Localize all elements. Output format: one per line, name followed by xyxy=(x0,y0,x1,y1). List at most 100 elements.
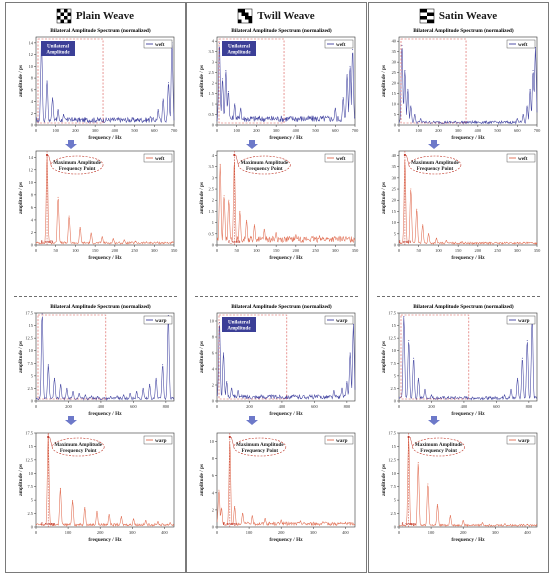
x-tick-label: 0 xyxy=(216,530,219,535)
y-tick-label: 2 xyxy=(212,383,214,388)
unilateral-range-box xyxy=(400,38,467,124)
spectrum-peak xyxy=(430,394,432,396)
x-tick-label: 800 xyxy=(526,404,533,409)
peak-marker-dot xyxy=(228,435,231,439)
x-tick-label: 100 xyxy=(246,530,253,535)
x-tick-label: 300 xyxy=(514,248,521,253)
x-tick-label: 300 xyxy=(492,530,499,535)
twill-weave-icon xyxy=(238,8,253,24)
x-tick-label: 150 xyxy=(273,248,280,253)
max-amplitude-callout xyxy=(233,437,287,457)
unilateral-range-box xyxy=(218,38,285,124)
spectrum-peak xyxy=(220,507,222,509)
spectrum-peak xyxy=(68,215,70,217)
spectrum-peak xyxy=(123,394,125,396)
x-tick-label: 200 xyxy=(435,128,442,133)
y-tick-label: 1 xyxy=(212,220,214,225)
warp-series-line xyxy=(35,316,175,401)
spectrum-peak xyxy=(319,235,321,237)
spectrum-peak xyxy=(84,394,86,396)
spectrum-peak xyxy=(461,241,463,243)
y-tick-label: 0 xyxy=(212,525,215,530)
y-tick-label: 7.5 xyxy=(391,484,397,489)
spectrum-peak xyxy=(149,116,151,118)
spectrum-peak xyxy=(510,388,512,390)
y-tick-label: 10 xyxy=(392,348,397,353)
spectrum-peak xyxy=(63,113,65,115)
x-axis-label: frequency / Hz xyxy=(451,411,485,417)
y-tick-label: 12.5 xyxy=(388,336,396,341)
y-tick-label: 15 xyxy=(392,209,397,214)
y-tick-label: 2.5 xyxy=(209,187,215,192)
y-tick-label: 12.5 xyxy=(25,457,33,462)
plain-weave-icon xyxy=(56,8,72,24)
spectrum-peak xyxy=(227,90,229,92)
x-tick-label: 800 xyxy=(163,404,170,409)
unilateral-range-box xyxy=(37,38,104,124)
spectrum-peak xyxy=(410,105,412,107)
callout-pointer xyxy=(48,154,52,166)
plot-area xyxy=(35,312,175,402)
callout-line-1: Unilateral xyxy=(228,320,251,326)
spectrum-peak xyxy=(239,210,241,212)
peak-marker-dot xyxy=(45,153,49,157)
y-axis-label: amplitude / ps xyxy=(381,464,387,496)
spectrum-peak xyxy=(228,199,230,201)
column-title: Satin Weave xyxy=(438,10,498,22)
column-header: Satin Weave xyxy=(369,6,548,26)
x-tick-label: 350 xyxy=(171,248,178,253)
chart-title: Bilateral Amplitude Spectrum (normalized… xyxy=(50,27,151,34)
weft-series-line xyxy=(398,47,538,125)
x-axis-label: frequency / Hz xyxy=(269,255,303,261)
x-tick-label: 0 xyxy=(35,530,38,535)
spectrum-peak xyxy=(522,114,524,116)
legend-box xyxy=(324,153,354,163)
y-tick-label: 2 xyxy=(31,230,33,235)
x-tick-label: 600 xyxy=(493,404,500,409)
callout-pointer xyxy=(406,154,410,166)
spectrum-peak xyxy=(60,383,62,385)
y-axis-label: amplitude / ps xyxy=(18,182,24,214)
spectrum-peak xyxy=(225,70,227,72)
spectrum-peak xyxy=(123,239,125,241)
y-tick-label: 10 xyxy=(29,180,34,185)
callout-line-2: Amplitude xyxy=(227,326,251,332)
spectrum-peak xyxy=(222,352,224,354)
x-tick-label: 400 xyxy=(461,404,468,409)
warp-series-line xyxy=(398,317,538,401)
x-tick-label: 0 xyxy=(398,404,401,409)
down-arrow-icon xyxy=(246,416,258,425)
spectrum-peak xyxy=(162,364,164,366)
legend-box xyxy=(324,39,354,49)
warp-series-line xyxy=(216,324,356,400)
spectrum-peak xyxy=(120,516,122,518)
legend-box xyxy=(506,435,536,445)
unilateral-amplitude-callout xyxy=(222,317,256,332)
y-tick-label: 6 xyxy=(212,473,215,478)
spectrum-peak xyxy=(341,387,343,389)
spectrum-peak xyxy=(47,364,49,366)
y-tick-label: 0.5 xyxy=(209,112,215,117)
peak-frequency-label: f_warp xyxy=(402,521,416,526)
y-tick-label: 30 xyxy=(392,175,397,180)
plot-area xyxy=(35,150,175,246)
y-tick-label: 2 xyxy=(212,507,214,512)
callout-line-2: Frequency Point xyxy=(246,166,283,172)
chart-title: Bilateral Amplitude Spectrum (normalized… xyxy=(413,27,514,34)
y-tick-label: 20 xyxy=(392,198,397,203)
x-tick-label: 0 xyxy=(398,128,401,133)
spectrum-peak xyxy=(246,219,248,221)
legend-box xyxy=(324,435,354,445)
y-tick-label: 12.5 xyxy=(25,336,33,341)
x-tick-label: 300 xyxy=(273,128,280,133)
callout-line-2: Frequency Point xyxy=(420,448,457,454)
spectrum-panel-unilateral-warp: 0 2.5 5 7.5 10 12.5 15 17.5 0 100 200 300 400 amplitu… xyxy=(381,431,538,543)
column-plain-weave: Plain Weave Bilateral Amplitude Spectrum … xyxy=(5,2,186,573)
x-tick-label: 200 xyxy=(112,248,119,253)
unilateral-range-box xyxy=(400,314,470,400)
spectrum-peak xyxy=(295,234,297,236)
y-tick-label: 1.5 xyxy=(209,209,215,214)
x-tick-label: 400 xyxy=(98,404,105,409)
y-axis-label: amplitude / ps xyxy=(381,341,387,373)
